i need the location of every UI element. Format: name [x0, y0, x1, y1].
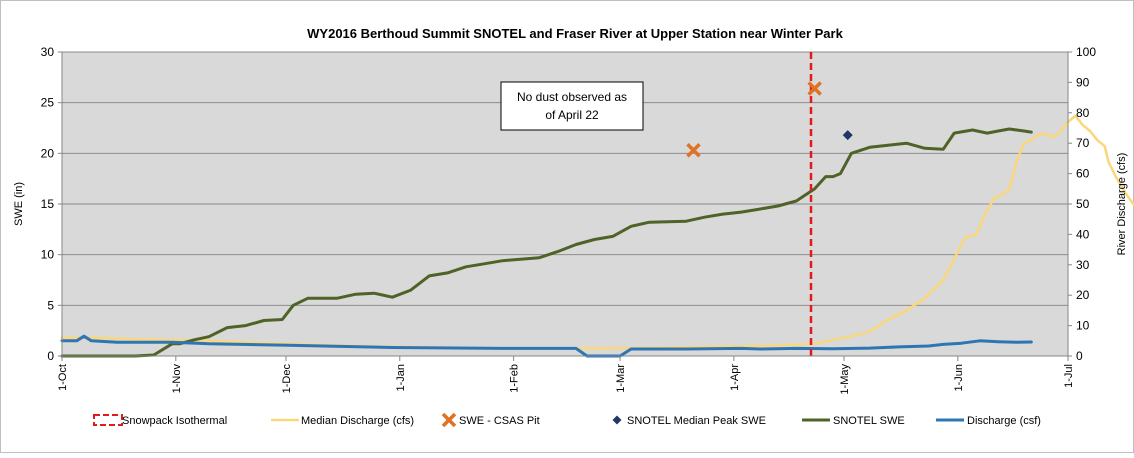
y-tick-label: 0	[47, 349, 54, 363]
y-axis-label: SWE (in)	[13, 182, 25, 226]
y2-tick-label: 40	[1076, 227, 1090, 241]
chart-title: WY2016 Berthoud Summit SNOTEL and Fraser…	[307, 26, 843, 41]
y2-tick-label: 90	[1076, 75, 1090, 89]
x-tick-label: 1-Jan	[395, 364, 407, 392]
legend: Snowpack Isothermal Median Discharge (cfs…	[93, 412, 1041, 428]
y2-tick-label: 100	[1076, 45, 1096, 59]
x-tick-label: 1-Apr	[729, 364, 741, 391]
series-line	[60, 114, 1134, 350]
series-line	[60, 334, 1033, 358]
y2-tick-label: 60	[1076, 167, 1090, 181]
x-tick-label: 1-Jul	[1063, 364, 1075, 388]
x-tick-label: 1-Nov	[171, 364, 183, 394]
axes: 0 5 10 15 20 25 30 0 10 20 30 40 50 60 70 80 90 100 1-Oct 1…	[41, 45, 1097, 395]
legend-label: Median Discharge (cfs)	[301, 415, 414, 427]
y2-axis-label: River Discharge (cfs)	[1116, 153, 1128, 256]
annotation-text: of April 22	[545, 108, 599, 122]
y-tick-label: 10	[41, 248, 55, 262]
annotation-text: No dust observed as	[517, 90, 627, 104]
diamond-marker	[612, 415, 622, 425]
y-tick-label: 20	[41, 146, 55, 160]
y-tick-label: 25	[41, 96, 55, 110]
x-tick-label: 1-Dec	[281, 364, 293, 394]
x-tick-label: 1-Oct	[57, 364, 69, 391]
y2-tick-label: 70	[1076, 136, 1090, 150]
legend-label: SWE - CSAS Pit	[459, 415, 540, 427]
diamond-marker	[842, 130, 853, 141]
legend-label: Snowpack Isothermal	[122, 415, 227, 427]
y-tick-label: 15	[41, 197, 55, 211]
x-tick-label: 1-Feb	[509, 364, 521, 393]
y2-tick-label: 50	[1076, 197, 1090, 211]
y-tick-label: 5	[47, 298, 54, 312]
y2-tick-label: 30	[1076, 258, 1090, 272]
x-marker-stroke	[686, 143, 701, 158]
x-marker-stroke	[807, 81, 822, 96]
y2-tick-label: 20	[1076, 288, 1090, 302]
y2-tick-label: 80	[1076, 106, 1090, 120]
legend-label: Discharge (csf)	[967, 415, 1041, 427]
x-tick-label: 1-May	[839, 364, 851, 395]
y2-tick-label: 10	[1076, 319, 1090, 333]
legend-label: SNOTEL SWE	[833, 415, 905, 427]
legend-label: SNOTEL Median Peak SWE	[627, 415, 766, 427]
x-marker-stroke	[441, 412, 457, 428]
legend-swatch-isothermal	[93, 414, 123, 426]
series-line	[60, 127, 1033, 358]
x-tick-label: 1-Jun	[953, 364, 965, 392]
y2-tick-label: 0	[1076, 349, 1083, 363]
x-tick-label: 1-Mar	[615, 364, 627, 393]
series-lines	[60, 52, 1134, 358]
y-tick-label: 30	[41, 45, 55, 59]
annotation-frame	[500, 81, 644, 131]
annotation-box: No dust observed as of April 22	[500, 81, 644, 131]
